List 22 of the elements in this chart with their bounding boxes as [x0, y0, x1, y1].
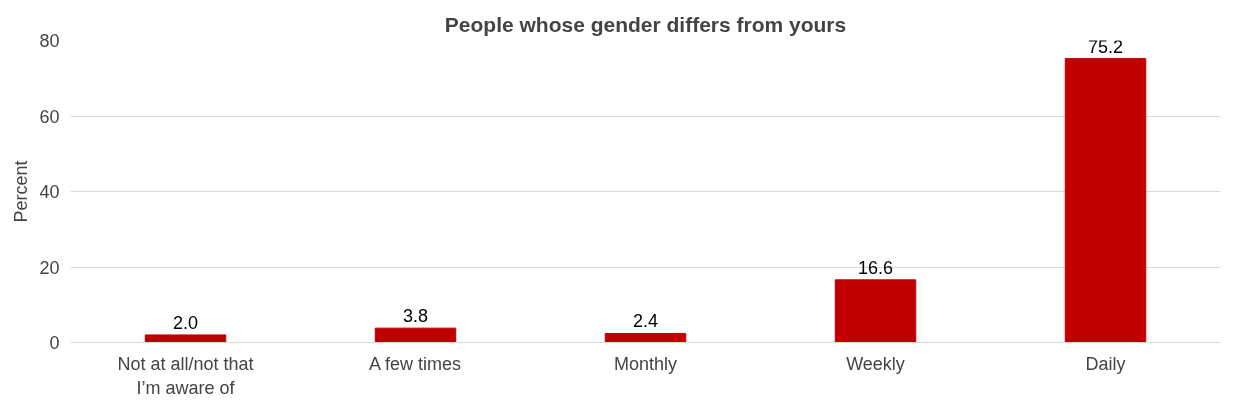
y-tick-label: 80 — [39, 31, 60, 51]
bar — [834, 279, 917, 343]
data-label: 2.4 — [632, 311, 659, 332]
data-label: 75.2 — [1087, 36, 1124, 57]
x-tick-label: Monthly — [613, 353, 678, 374]
x-tick-label: A few times — [368, 353, 462, 374]
y-tick-label: 40 — [39, 182, 60, 202]
data-label: 3.8 — [402, 306, 429, 327]
y-axis-title: Percent — [11, 160, 32, 223]
bar — [604, 332, 687, 343]
y-tick-label: 60 — [39, 106, 60, 127]
x-tick-label: Daily — [1085, 353, 1126, 374]
bar — [144, 334, 227, 343]
data-label: 2.0 — [172, 312, 199, 333]
bar — [1064, 58, 1147, 343]
bar — [374, 327, 457, 343]
chart-title: People whose gender differs from yours — [444, 12, 847, 36]
data-label: 16.6 — [857, 257, 894, 278]
y-tick-label: 0 — [49, 333, 60, 353]
x-tick-label: Weekly — [846, 353, 905, 374]
x-tick-label: Not at all/not that I’m aware of — [117, 353, 254, 398]
y-tick-label: 20 — [39, 257, 60, 278]
